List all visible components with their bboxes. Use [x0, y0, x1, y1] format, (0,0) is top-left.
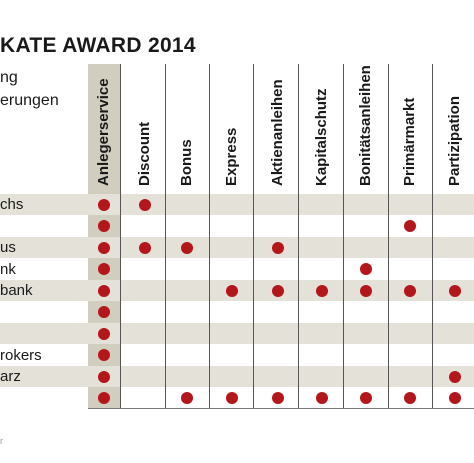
row-label: chs	[0, 196, 24, 213]
award-dot	[181, 241, 193, 254]
award-dot	[316, 392, 328, 405]
row-label: nk	[0, 260, 16, 278]
award-dot	[181, 392, 193, 405]
column-header-aktienanleihen: Aktienanleihen	[269, 79, 286, 186]
column-divider	[120, 64, 121, 408]
award-dot	[360, 392, 372, 405]
column-header-bonit-tsanleihen: Bonitätsanleihen	[357, 65, 374, 186]
row-stripe	[0, 237, 474, 258]
column-divider	[388, 64, 389, 408]
award-dot	[139, 198, 151, 211]
row-label: bank	[0, 282, 33, 299]
row-label: arz	[0, 368, 21, 385]
subtitle-line-2: erungen	[0, 92, 59, 109]
award-dot	[139, 241, 151, 254]
column-divider	[253, 64, 254, 408]
chart-title: KATE AWARD 2014	[0, 34, 196, 57]
award-dot	[449, 392, 461, 405]
award-dot	[226, 284, 238, 297]
column-header-kapitalschutz: Kapitalschutz	[313, 88, 330, 186]
award-dot	[98, 284, 110, 297]
row-stripe	[0, 323, 474, 344]
award-dot	[98, 349, 110, 362]
subtitle-line-1: ng	[0, 69, 18, 86]
award-dot	[272, 241, 284, 254]
column-header-anlegerservice: Anlegerservice	[95, 78, 112, 186]
award-dot	[98, 392, 110, 405]
column-divider	[298, 64, 299, 408]
row-stripe	[0, 366, 474, 387]
column-divider	[165, 64, 166, 408]
row-label: us	[0, 239, 16, 256]
table-baseline	[88, 408, 474, 409]
award-dot	[272, 392, 284, 405]
award-dot	[98, 306, 110, 319]
award-dot	[404, 284, 416, 297]
award-dot	[404, 220, 416, 233]
award-dot	[98, 327, 110, 340]
column-header-prim-rmarkt: Primärmarkt	[401, 97, 418, 186]
award-dot	[98, 198, 110, 211]
award-dot	[98, 220, 110, 233]
award-dot	[449, 370, 461, 383]
award-dot	[449, 284, 461, 297]
award-dot	[98, 241, 110, 254]
row-label: rokers	[0, 346, 42, 364]
award-dot	[272, 284, 284, 297]
award-dot	[98, 370, 110, 383]
column-header-express: Express	[223, 127, 240, 186]
column-header-partizipation: Partizipation	[446, 95, 463, 186]
row-stripe	[0, 194, 474, 215]
column-divider	[432, 64, 433, 408]
award-dot	[360, 263, 372, 276]
award-dot	[360, 284, 372, 297]
footnote-mark: r	[0, 436, 3, 446]
column-header-bonus: Bonus	[178, 139, 195, 186]
award-dot	[98, 263, 110, 276]
award-dot	[404, 392, 416, 405]
award-dot	[226, 392, 238, 405]
column-divider	[343, 64, 344, 408]
column-divider	[209, 64, 210, 408]
award-dot	[316, 284, 328, 297]
column-header-discount: Discount	[136, 121, 153, 186]
